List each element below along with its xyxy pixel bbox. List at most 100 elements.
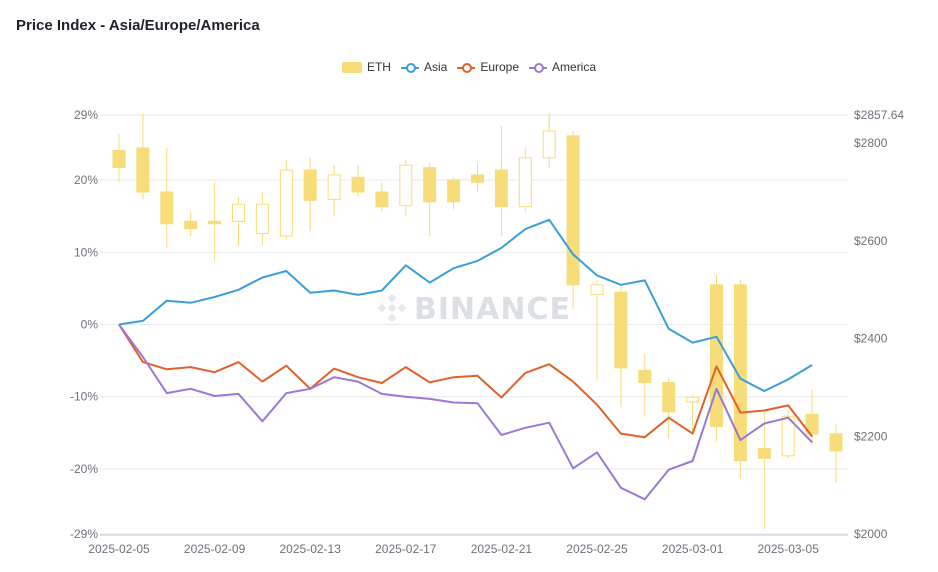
series-line-america: [118, 323, 813, 501]
eth-candle-body: [590, 284, 604, 296]
legend-swatch-eth: [341, 61, 362, 73]
eth-candle-body: [375, 191, 389, 208]
legend-label-europe: Europe: [480, 60, 520, 74]
eth-candle-body: [423, 167, 437, 203]
legend-label-america: America: [552, 60, 597, 74]
eth-candle: [423, 162, 437, 236]
left-axis-tick-label: 29%: [74, 108, 98, 122]
right-axis-tick-label: $2000: [854, 527, 888, 541]
right-axis-tick-label: $2400: [854, 332, 888, 346]
x-axis-tick-label: 2025-02-05: [88, 542, 150, 556]
eth-candle: [614, 284, 628, 407]
eth-candle-body: [662, 382, 676, 413]
right-axis-tick-label: $2857.64: [854, 108, 904, 122]
eth-candle-body: [566, 135, 580, 286]
eth-candle: [208, 182, 222, 261]
left-axis: 29% 20% 10% 0% -10% -20% -29%: [70, 108, 98, 541]
eth-candle-body: [829, 433, 843, 452]
binance-logo-shape: [387, 293, 397, 303]
left-axis-tick-label: -10%: [70, 390, 98, 404]
watermark: BINANCE: [377, 292, 570, 327]
right-axis-tick-label: $2600: [854, 234, 888, 248]
legend-swatch-asia: [400, 62, 419, 73]
right-axis-tick-label: $2800: [854, 136, 888, 150]
eth-candle: [757, 409, 771, 530]
eth-candle: [255, 192, 269, 246]
eth-candle-body: [805, 413, 819, 435]
right-axis: $2857.64 $2800 $2600 $2400 $2200 $2000: [854, 108, 904, 541]
binance-logo-shape: [387, 313, 397, 323]
right-axis-tick-label: $2200: [854, 429, 888, 443]
eth-candle-body: [494, 169, 508, 208]
series-line-europe: [118, 323, 813, 439]
x-axis-tick-label: 2025-02-21: [471, 542, 533, 556]
eth-candle-body: [232, 203, 245, 222]
eth-candle-body: [733, 284, 747, 462]
eth-candle: [805, 389, 819, 444]
chart-title: Price Index - Asia/Europe/America: [16, 17, 260, 34]
eth-candle: [566, 130, 580, 310]
eth-candle-body: [447, 179, 461, 203]
legend-item-asia[interactable]: Asia: [400, 60, 447, 74]
eth-candle-body: [160, 191, 174, 225]
eth-candle-body: [255, 203, 269, 235]
eth-candle-body: [279, 169, 293, 237]
eth-candle-body: [399, 164, 413, 207]
eth-candle: [279, 160, 293, 240]
legend-label-eth: ETH: [366, 60, 391, 74]
eth-candle: [375, 182, 389, 212]
legend-item-america[interactable]: America: [529, 60, 596, 74]
eth-candle: [662, 377, 676, 439]
legend-item-eth[interactable]: ETH: [341, 60, 391, 74]
legend-swatch-europe: [457, 62, 476, 73]
eth-candle-body: [757, 448, 771, 459]
left-axis-tick-label: 10%: [74, 245, 98, 259]
binance-logo-shape: [397, 303, 407, 313]
eth-candle-body: [518, 157, 532, 208]
eth-candle: [112, 133, 126, 183]
x-axis-tick-label: 2025-02-09: [184, 542, 246, 556]
eth-candle: [829, 424, 843, 483]
eth-candle: [184, 211, 198, 236]
x-axis-tick-label: 2025-02-13: [280, 542, 342, 556]
left-axis-tick-label: -29%: [70, 527, 98, 541]
eth-candle: [447, 177, 461, 210]
legend-swatch-america: [529, 62, 548, 73]
eth-candle: [471, 162, 484, 193]
x-axis-tick-label: 2025-03-01: [662, 542, 724, 556]
eth-candle: [399, 160, 413, 217]
eth-candle: [136, 113, 150, 200]
eth-candle-body: [614, 291, 628, 369]
left-axis-tick-label: 0%: [81, 318, 99, 332]
eth-candle-body: [471, 174, 484, 183]
legend-item-europe[interactable]: Europe: [457, 60, 519, 74]
eth-candle: [160, 148, 174, 249]
eth-candle: [686, 394, 700, 432]
eth-candle: [638, 353, 652, 417]
eth-candle: [327, 165, 341, 217]
left-axis-tick-label: 20%: [74, 173, 98, 187]
x-axis-tick-label: 2025-02-25: [566, 542, 628, 556]
eth-candle: [590, 279, 604, 381]
binance-logo: [377, 293, 407, 323]
eth-candle-body: [351, 176, 365, 193]
eth-candle-body: [638, 369, 652, 384]
eth-candle-body: [710, 284, 723, 428]
binance-logo-shape: [387, 303, 397, 313]
eth-candle-body: [208, 220, 222, 225]
eth-candle: [518, 148, 532, 212]
eth-candle-body: [542, 130, 556, 159]
eth-candle: [232, 196, 245, 246]
legend: ETH Asia Europe America: [0, 60, 938, 74]
eth-candle-body: [686, 396, 700, 403]
eth-candle: [494, 126, 508, 236]
left-axis-tick-label: -20%: [70, 462, 98, 476]
eth-candle: [351, 165, 365, 197]
eth-candle: [542, 113, 556, 168]
x-axis-tick-label: 2025-03-05: [758, 542, 820, 556]
eth-candle-body: [327, 174, 341, 200]
index-lines: [118, 218, 813, 501]
eth-candle-body: [136, 147, 150, 193]
eth-candle: [710, 275, 723, 442]
